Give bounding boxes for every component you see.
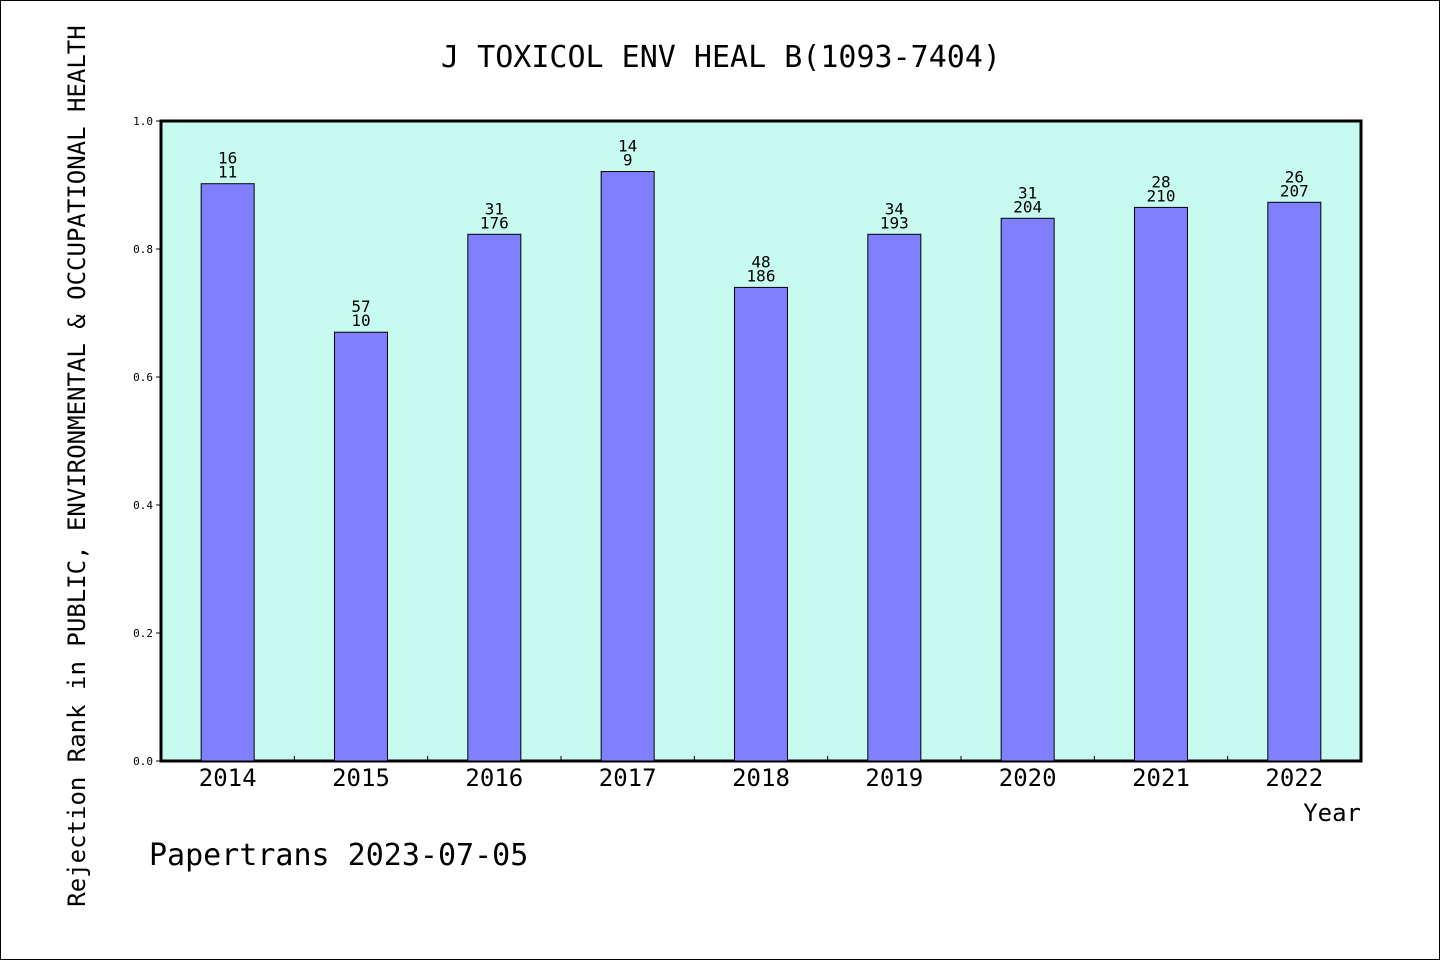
- bar-label-top: 48: [751, 252, 770, 271]
- y-tick-label: 0.0: [133, 755, 153, 768]
- bar: [1134, 206, 1188, 762]
- bar-label-top: 26: [1285, 167, 1304, 186]
- x-tick-label: 2015: [332, 764, 390, 792]
- y-tick-label: 1.0: [133, 115, 153, 128]
- y-axis: 0.0 0.2 0.4 0.6 0.8 1.0: [133, 115, 161, 768]
- x-tick-label: 2020: [999, 764, 1057, 792]
- bar: [200, 183, 255, 762]
- bar-label-bottom: 9: [623, 151, 633, 170]
- x-tick-label: 2022: [1265, 764, 1323, 792]
- y-tick-label: 0.6: [133, 371, 153, 384]
- bar: [867, 233, 922, 762]
- bar: [734, 286, 788, 762]
- y-axis-label: Rejection Rank in PUBLIC, ENVIRONMENTAL …: [63, 25, 91, 906]
- x-tick-label: 2021: [1132, 764, 1190, 792]
- x-tick-label: 2017: [599, 764, 657, 792]
- bar-label-top: 16: [218, 149, 237, 168]
- bar-label-bottom: 210: [1147, 186, 1176, 205]
- x-tick-label: 2016: [465, 764, 523, 792]
- bar-label-bottom: 10: [351, 311, 370, 330]
- bar: [467, 233, 522, 762]
- bar: [600, 171, 655, 762]
- y-tick-label: 0.2: [133, 627, 153, 640]
- x-axis-label: Year: [1303, 799, 1361, 827]
- bar-label-top: 28: [1151, 172, 1170, 191]
- bar: [1000, 217, 1055, 762]
- bar: [1267, 201, 1322, 762]
- bar-label-top: 31: [1018, 183, 1037, 202]
- bar-label-bottom: 176: [480, 213, 509, 232]
- chart-title: J TOXICOL ENV HEAL B(1093-7404): [441, 40, 1001, 75]
- bar-label-bottom: 204: [1013, 197, 1042, 216]
- x-tick-label: 2014: [199, 764, 257, 792]
- bar-label-bottom: 193: [880, 213, 909, 232]
- bar-label-top: 57: [351, 297, 370, 316]
- bar-label-top: 34: [885, 199, 904, 218]
- bar-label-bottom: 207: [1280, 181, 1309, 200]
- x-axis: 2014 2015 2016 2017 2018 2019 2020 2021 2022: [199, 756, 1323, 792]
- bar-label-top: 31: [485, 199, 504, 218]
- bar-label-bottom: 186: [747, 266, 776, 285]
- bar: [334, 331, 388, 762]
- footer-credit: Papertrans 2023-07-05: [149, 838, 528, 873]
- x-tick-label: 2019: [865, 764, 923, 792]
- y-tick-label: 0.8: [133, 243, 153, 256]
- bar-label-bottom: 11: [218, 163, 237, 182]
- y-tick-label: 0.4: [133, 499, 153, 512]
- bar-label-top: 14: [618, 137, 637, 156]
- bars-group: 1611571031176149481863419331204282102620…: [200, 137, 1322, 762]
- x-tick-label: 2018: [732, 764, 790, 792]
